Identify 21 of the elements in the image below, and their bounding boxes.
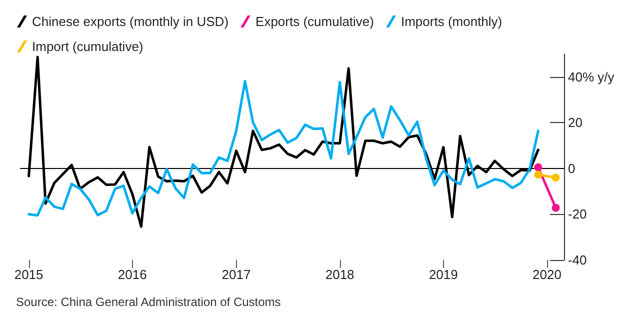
- legend-label: Imports (monthly): [400, 14, 502, 29]
- legend-label: Import (cumulative): [32, 39, 144, 54]
- point: [534, 163, 542, 172]
- x-tick-label: 2016: [118, 267, 147, 282]
- y-tick-label: -20: [568, 206, 587, 222]
- x-tick-label: 2019: [428, 267, 458, 282]
- y-tick-label: 40% y/y: [568, 69, 615, 84]
- x-tick-label: 2017: [222, 267, 251, 282]
- x-tick-label: 2020: [532, 267, 562, 282]
- y-tick-label: -40: [568, 252, 587, 268]
- line-series: [28, 80, 540, 217]
- point: [534, 170, 542, 179]
- y-tick-label: 0: [568, 160, 576, 176]
- point: [552, 204, 560, 212]
- point: [552, 174, 560, 182]
- legend-label: Chinese exports (monthly in USD): [32, 14, 229, 29]
- y-tick-label: 20: [568, 115, 582, 130]
- x-tick-label: 2015: [14, 267, 44, 282]
- x-tick-label: 2018: [325, 267, 354, 282]
- source-note: Source: China General Administration of Customs: [16, 295, 281, 309]
- legend-label: Exports (cumulative): [256, 14, 374, 29]
